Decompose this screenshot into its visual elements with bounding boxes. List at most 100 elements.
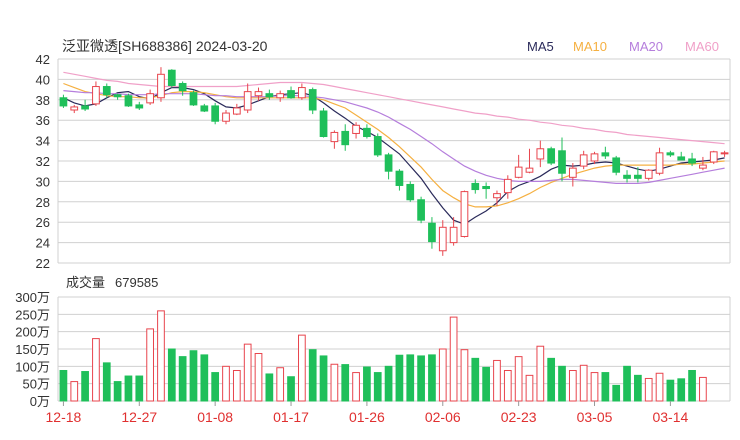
candle-down xyxy=(200,105,209,112)
candle-down xyxy=(612,157,621,173)
candle-down xyxy=(666,152,675,156)
volume-label: 成交量 xyxy=(66,275,105,290)
volume-bar-down xyxy=(200,354,209,402)
date-tick-label: 12-27 xyxy=(121,409,157,425)
volume-bar-up xyxy=(70,381,79,402)
candle-up xyxy=(709,151,718,163)
volume-bar-up xyxy=(146,328,154,402)
volume-bar-up xyxy=(503,369,512,402)
candle-up xyxy=(243,91,252,111)
price-tick-label: 40 xyxy=(36,72,50,87)
volume-bar-down xyxy=(308,349,317,402)
date-tick-label: 01-26 xyxy=(349,409,385,425)
candle-up xyxy=(699,164,707,169)
date-tick-label: 01-17 xyxy=(273,409,309,425)
candle-up xyxy=(449,226,458,244)
candle-down xyxy=(287,90,295,99)
ma20-line xyxy=(63,90,725,184)
volume-tick-label: 50万 xyxy=(23,377,50,392)
candle-up xyxy=(655,152,664,174)
volume-bar-down xyxy=(341,364,350,402)
candle-up xyxy=(514,166,523,178)
candle-down xyxy=(677,156,686,161)
volume-bar-down xyxy=(178,356,187,402)
candle-down xyxy=(265,93,274,98)
volume-bar-up xyxy=(92,338,100,402)
volume-bar-down xyxy=(677,378,686,402)
volume-bar-up xyxy=(536,345,545,402)
candle-up xyxy=(254,91,263,97)
candle-down xyxy=(373,136,382,156)
candle-up xyxy=(503,178,512,194)
volume-bar-down xyxy=(102,362,111,402)
price-tick-label: 30 xyxy=(36,174,50,189)
candle-up xyxy=(579,154,588,167)
candle-up xyxy=(70,106,79,111)
ma-legend: MA5 MA10 MA20 MA60 xyxy=(527,39,719,54)
volume-bar-up xyxy=(298,334,306,402)
candle-up xyxy=(493,193,501,199)
volume-bar-down xyxy=(373,372,382,402)
candle-up xyxy=(525,167,534,173)
volume-bar-down xyxy=(406,354,415,402)
volume-bar-up xyxy=(514,356,523,402)
volume-bar-up xyxy=(655,372,664,402)
candle-up xyxy=(146,93,154,104)
volume-bar-down xyxy=(211,372,220,402)
volume-bar-down xyxy=(59,369,68,402)
ma60-line xyxy=(63,71,725,145)
candle-up xyxy=(536,148,545,160)
candle-down xyxy=(623,174,631,179)
volume-bar-down xyxy=(634,374,642,402)
volume-bar-down xyxy=(471,357,480,402)
volume-bar-up xyxy=(243,343,252,402)
volume-value: 679585 xyxy=(115,275,158,290)
candle-down xyxy=(634,174,642,179)
volume-bar-down xyxy=(135,375,144,402)
volume-y-axis: 300万 250万 200万 150万 100万 50万 0万 xyxy=(15,290,50,409)
price-grid xyxy=(57,58,731,264)
volume-bar-up xyxy=(438,348,447,402)
volume-bar-down xyxy=(363,366,371,402)
candle-down xyxy=(113,94,122,98)
volume-bars xyxy=(59,310,707,402)
price-tick-label: 24 xyxy=(36,236,50,251)
candle-down xyxy=(428,222,436,243)
volume-tick-label: 100万 xyxy=(15,359,50,374)
volume-bar-down xyxy=(113,381,122,402)
legend-ma10: MA10 xyxy=(573,39,607,54)
volume-bar-up xyxy=(222,365,230,402)
candle-up xyxy=(568,167,577,178)
volume-bar-up xyxy=(449,316,458,402)
candle-down xyxy=(319,110,328,138)
volume-tick-label: 150万 xyxy=(15,342,50,357)
volume-bar-up xyxy=(352,372,360,402)
chart-title: 泛亚微透[SH688386] 2024-03-20 xyxy=(62,38,268,54)
candle-down xyxy=(547,148,556,164)
candle-down xyxy=(406,183,415,201)
candlesticks xyxy=(59,67,729,256)
price-tick-label: 42 xyxy=(36,52,50,67)
volume-bar-down xyxy=(319,355,328,402)
candle-down xyxy=(688,158,696,164)
ma5-line xyxy=(63,86,725,225)
volume-bar-down xyxy=(601,372,610,402)
candle-down xyxy=(363,127,371,138)
candle-up xyxy=(460,191,469,237)
volume-bar-up xyxy=(157,310,165,402)
candle-down xyxy=(395,170,404,186)
volume-bar-up xyxy=(699,376,707,402)
candle-down xyxy=(471,182,480,191)
volume-bar-up xyxy=(330,363,339,402)
volume-bar-down xyxy=(428,354,436,402)
price-tick-label: 26 xyxy=(36,215,50,230)
candle-up xyxy=(720,152,729,155)
candle-up xyxy=(92,86,100,105)
volume-bar-down xyxy=(124,375,133,402)
date-tick-label: 02-23 xyxy=(501,409,537,425)
price-tick-label: 22 xyxy=(36,256,50,271)
volume-bar-down xyxy=(482,366,490,402)
volume-bar-up xyxy=(493,359,501,402)
volume-bar-up xyxy=(525,374,534,402)
